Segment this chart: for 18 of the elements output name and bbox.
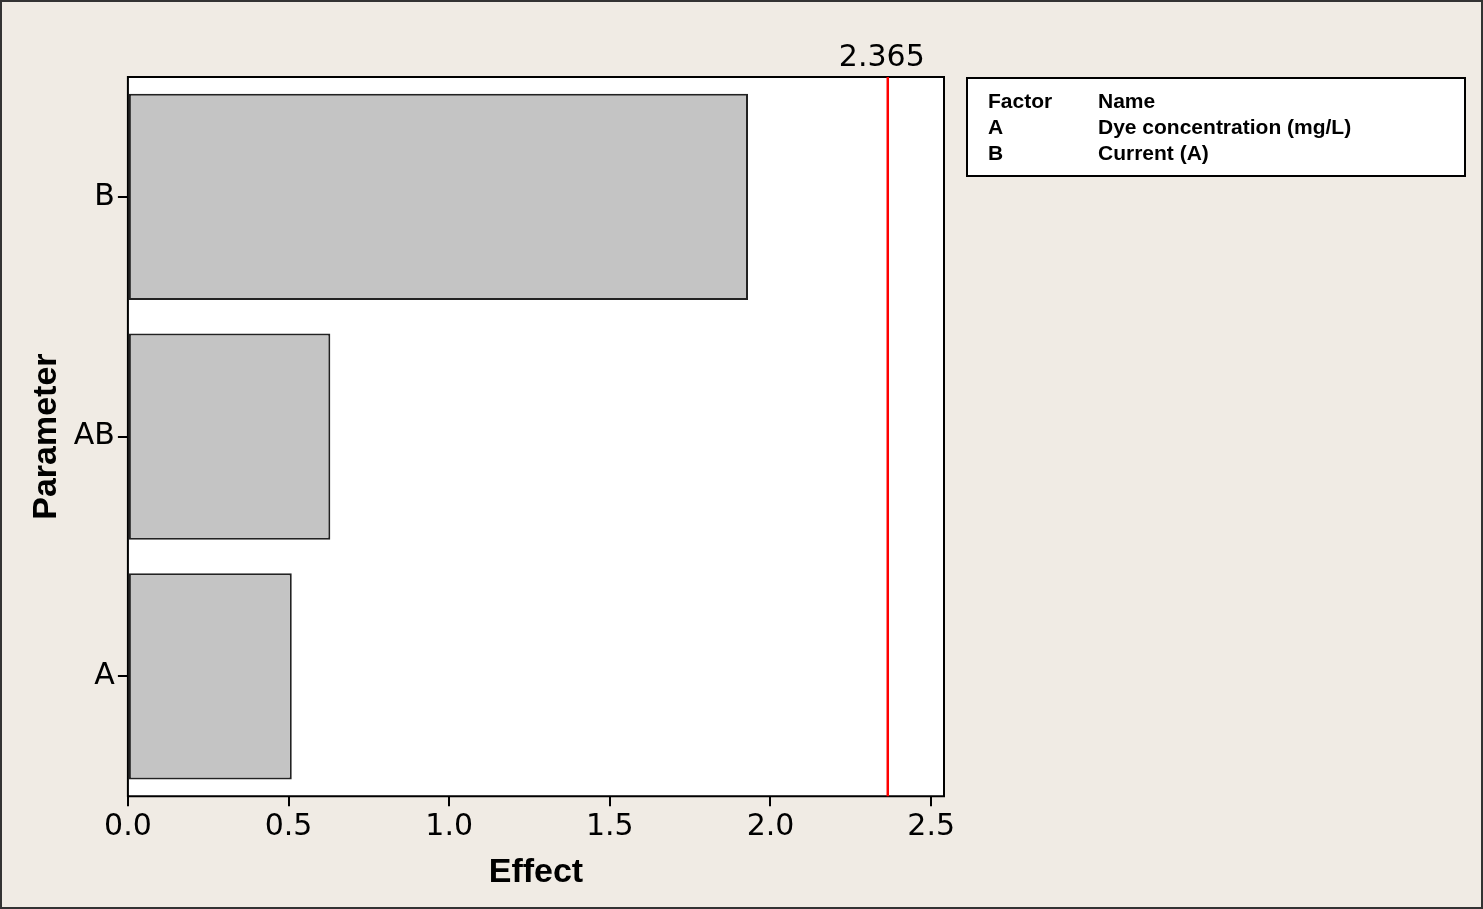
text: Current (A) <box>1098 141 1210 165</box>
x-tick-label: 2.5 <box>907 807 956 842</box>
x-axis-title: Effect <box>488 850 584 889</box>
x-tick-label: 2.0 <box>746 807 795 842</box>
y-axis-title: Parameter <box>24 353 63 520</box>
text: Dye concentration (mg/L) <box>1098 115 1353 139</box>
y-tick-label: A <box>94 656 116 692</box>
x-tick-label: 0.0 <box>104 807 152 842</box>
x-tick-label: 0.5 <box>264 807 313 842</box>
x-tick-label: 1.5 <box>585 807 634 842</box>
y-tick-label: AB <box>73 416 115 452</box>
text: Name <box>1098 89 1157 113</box>
text: A <box>988 115 1005 139</box>
ref-line-label: 2.365 <box>838 37 925 73</box>
x-tick-label: 1.0 <box>425 807 474 842</box>
y-tick-label: B <box>94 176 115 212</box>
text: B <box>988 141 1005 165</box>
text: Factor <box>988 89 1054 113</box>
